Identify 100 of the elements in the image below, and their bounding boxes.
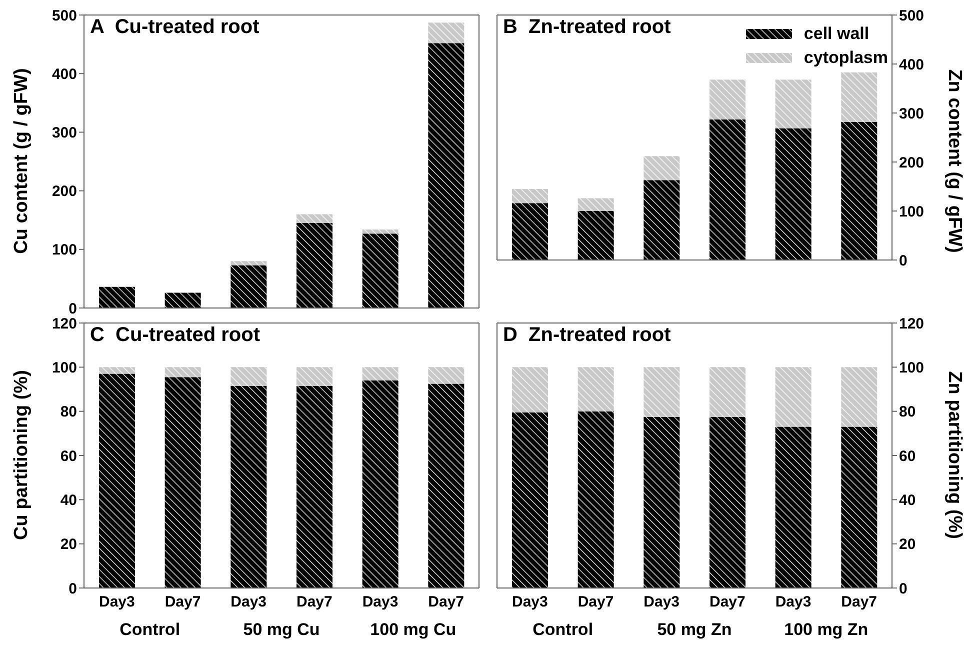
bar (578, 198, 614, 211)
text: Control (532, 620, 594, 640)
text: 50 mg Cu (242, 620, 321, 640)
y-tick-label: 200 (899, 154, 924, 172)
bar (512, 412, 548, 588)
y-axis-title: Zn partitioning (%) (943, 371, 965, 539)
y-tick-label: 60 (60, 448, 77, 465)
y-axis-title: Zn content (g / gFW) (943, 69, 965, 253)
bar (841, 72, 878, 122)
text: 100 mg Zn (783, 620, 870, 640)
y-tick-label: 40 (60, 492, 77, 509)
y-tick-label: 300 (52, 124, 77, 142)
y-tick-label: 300 (899, 105, 924, 122)
x-tick-label: Day3 (362, 594, 398, 611)
bar (230, 265, 267, 308)
y-tick-label: 60 (899, 448, 916, 465)
bar (230, 261, 267, 266)
x-tick-label: Day3 (98, 594, 135, 611)
y-tick-label: 400 (52, 66, 77, 83)
bar (578, 411, 614, 588)
y-tick-label: 80 (60, 404, 77, 421)
y-tick-label: 100 (899, 359, 924, 376)
chart-title: C Cu-treated root (90, 324, 260, 347)
bar (99, 367, 135, 374)
y-tick-label: 20 (60, 536, 77, 554)
y-tick-label: 40 (899, 492, 916, 509)
bar (578, 367, 614, 412)
y-tick-label: 80 (899, 404, 916, 421)
bar (230, 386, 267, 588)
bar (710, 416, 746, 588)
bar (428, 22, 464, 44)
bar (512, 203, 548, 260)
x-tick-label: Day7 (709, 594, 746, 611)
bar (841, 367, 878, 427)
y-tick-label: 0 (899, 252, 908, 270)
legend-label: cytoplasm (804, 48, 888, 68)
bar (362, 234, 398, 308)
bar (710, 367, 746, 417)
legend-label: cell wall (804, 24, 870, 44)
y-tick-label: 120 (899, 315, 924, 332)
y-tick-label: 0 (68, 300, 77, 318)
bar (164, 377, 201, 588)
chart-title: B Zn-treated root (503, 16, 671, 39)
bar (644, 367, 680, 417)
y-tick-label: 0 (68, 580, 77, 598)
bar (428, 43, 464, 308)
x-tick-label: Day7 (164, 594, 201, 611)
bar (644, 180, 680, 260)
bar (99, 374, 135, 588)
bar (362, 380, 398, 588)
bar (99, 286, 135, 308)
x-tick-label: Day7 (578, 594, 614, 611)
y-tick-label: 20 (899, 536, 916, 554)
y-tick-label: 500 (899, 7, 924, 24)
text: 100 mg Cu (369, 620, 458, 640)
y-tick-label: 0 (899, 580, 908, 598)
bar (428, 367, 464, 384)
bar (578, 211, 614, 260)
chart-title: A Cu-treated root (90, 16, 260, 39)
bar (775, 128, 812, 260)
y-tick-label: 200 (52, 183, 77, 200)
bar (512, 367, 548, 412)
x-tick-label: Day7 (428, 594, 464, 611)
x-tick-label: Day3 (230, 594, 267, 611)
text: 50 mg Zn (656, 620, 733, 640)
text: Control (118, 620, 182, 640)
bar (362, 229, 398, 234)
x-tick-label: Day3 (775, 594, 812, 611)
bar (644, 416, 680, 588)
bar (841, 122, 878, 260)
bar (296, 223, 332, 308)
bar (775, 367, 812, 427)
y-tick-label: 100 (52, 359, 77, 376)
bar (644, 156, 680, 180)
bar (230, 367, 267, 386)
bar (362, 367, 398, 380)
y-axis-title: Cu content (g / gFW) (11, 68, 33, 254)
bar (296, 214, 332, 224)
y-axis-title: Cu partitioning (%) (11, 370, 33, 540)
y-tick-label: 100 (899, 203, 924, 220)
x-tick-label: Day3 (644, 594, 680, 611)
bar (775, 80, 812, 128)
x-tick-label: Day7 (296, 594, 332, 611)
y-tick-label: 400 (899, 56, 924, 74)
x-tick-label: Day3 (512, 594, 548, 611)
bar (164, 367, 201, 378)
bar (296, 386, 332, 588)
y-tick-label: 100 (52, 242, 77, 259)
y-tick-label: 500 (52, 7, 77, 24)
bar (164, 292, 201, 308)
chart-title: D Zn-treated root (503, 324, 671, 347)
bar (512, 188, 548, 204)
y-tick-label: 120 (52, 315, 77, 332)
bar (296, 367, 332, 386)
bar (710, 80, 746, 120)
bar (710, 119, 746, 260)
x-tick-label: Day7 (841, 594, 878, 611)
bar (841, 426, 878, 588)
bar (428, 384, 464, 588)
bar (775, 426, 812, 588)
